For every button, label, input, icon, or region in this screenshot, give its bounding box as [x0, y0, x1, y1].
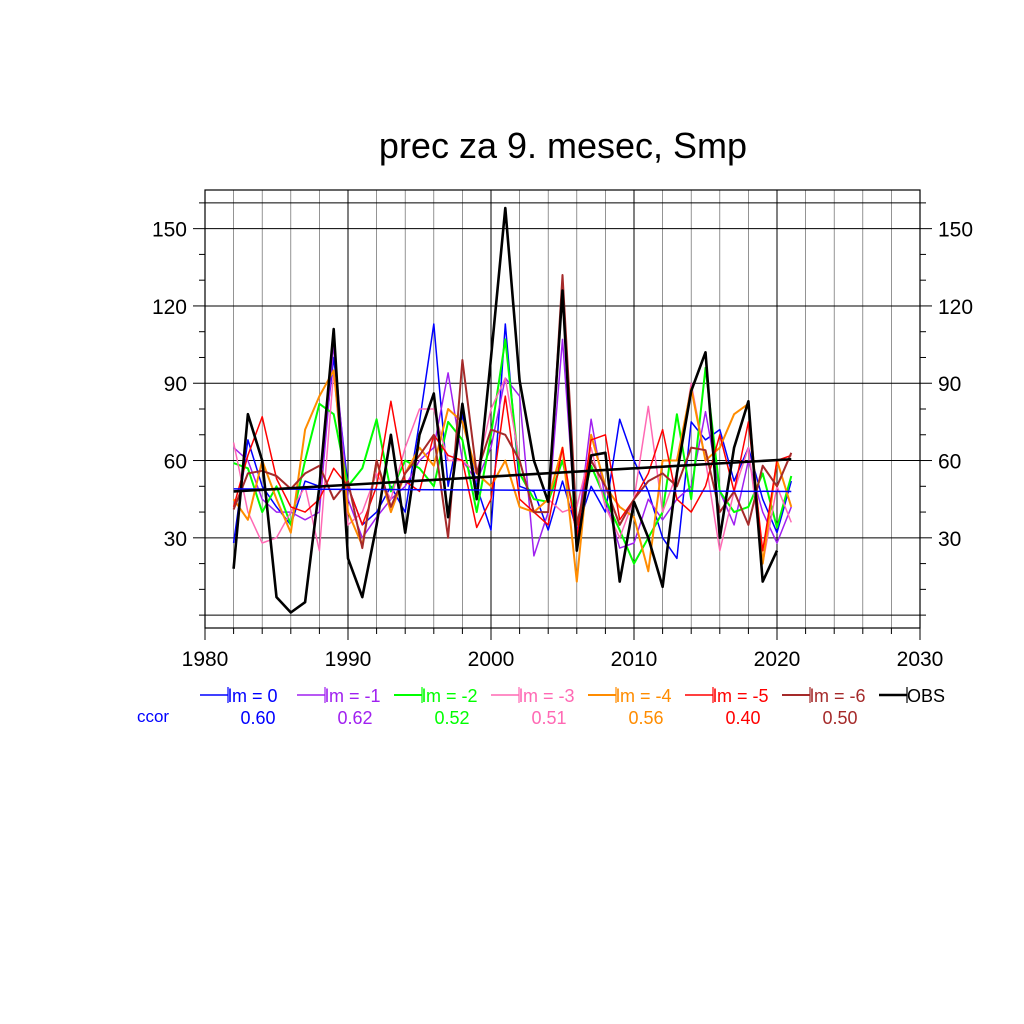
- trend-line-7: [233, 457, 792, 493]
- series-line-7: [232, 206, 779, 614]
- y-tick-label-left: 150: [152, 219, 187, 242]
- legend-ccor-value: 0.60: [240, 708, 275, 728]
- x-tick-label: 2020: [754, 648, 801, 671]
- legend-label: lm = -3: [519, 686, 575, 706]
- y-tick-label-left: 30: [164, 528, 187, 551]
- x-tick-label: 2000: [468, 648, 515, 671]
- legend-label: lm = -2: [422, 686, 478, 706]
- legend-label: lm = -5: [713, 686, 769, 706]
- legend-ccor-value: 0.56: [628, 708, 663, 728]
- x-tick-label: 2010: [611, 648, 658, 671]
- x-tick-label: 1980: [182, 648, 229, 671]
- ccor-label: ccor: [137, 707, 169, 726]
- legend-ccor-value: 0.62: [337, 708, 372, 728]
- series-line-4: [232, 369, 793, 583]
- legend-ccor-value: 0.52: [434, 708, 469, 728]
- legend-ccor-value: 0.40: [725, 708, 760, 728]
- legend-label: lm = 0: [228, 686, 278, 706]
- legend-ccor-value: 0.50: [822, 708, 857, 728]
- y-tick-label-right: 150: [938, 219, 973, 242]
- y-tick-label-left: 90: [164, 373, 187, 396]
- plot-area: 1980 1990 2000 2010 2020 2030 30 30 60 60 90 90 120 1…: [152, 189, 973, 671]
- y-tick-label-right: 60: [938, 451, 961, 474]
- legend-label: lm = -4: [616, 686, 672, 706]
- y-tick-label-right: 30: [938, 528, 961, 551]
- y-tick-label-right: 120: [938, 296, 973, 319]
- legend-ccor-value: 0.51: [531, 708, 566, 728]
- chart-title: prec za 9. mesec, Smp: [379, 125, 747, 166]
- x-tick-label: 1990: [325, 648, 372, 671]
- y-tick-label-right: 90: [938, 373, 961, 396]
- legend-label: OBS: [907, 686, 945, 706]
- y-tick-label-left: 120: [152, 296, 187, 319]
- x-tick-label: 2030: [897, 648, 944, 671]
- trend-line-0: [233, 488, 792, 493]
- series-line-6: [232, 274, 793, 550]
- plot-frame: [204, 189, 921, 629]
- y-tick-label-left: 60: [164, 451, 187, 474]
- legend-label: lm = -6: [810, 686, 866, 706]
- legend-label: lm = -1: [325, 686, 381, 706]
